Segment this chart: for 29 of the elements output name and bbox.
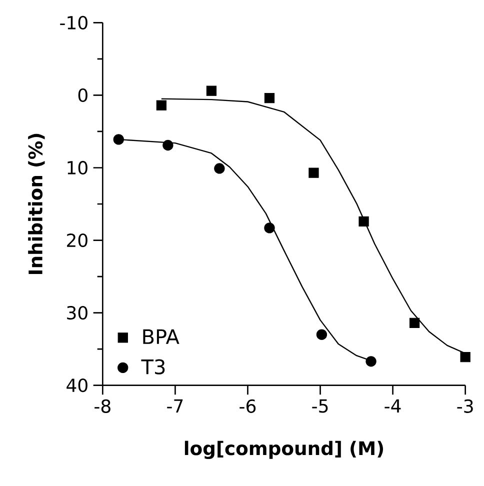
point bbox=[113, 134, 124, 145]
x-tick-label: -4 bbox=[384, 399, 401, 413]
x-tick-label: -5 bbox=[312, 399, 328, 413]
x-axis-title: log[compound] (M) bbox=[184, 440, 384, 460]
x-tick-label: -8 bbox=[94, 399, 110, 413]
y-tick-label: -10 bbox=[60, 16, 88, 30]
y-tick-label: 0 bbox=[78, 88, 88, 102]
point bbox=[308, 168, 319, 178]
point bbox=[264, 93, 275, 104]
point bbox=[358, 216, 369, 226]
y-tick-label: 10 bbox=[68, 160, 88, 175]
point bbox=[162, 140, 174, 151]
legend-label: BPA bbox=[143, 329, 180, 344]
point bbox=[214, 163, 225, 174]
y-tick-label: 40 bbox=[66, 378, 88, 392]
y-axis-title: Inhibition (%) bbox=[28, 134, 45, 274]
point bbox=[264, 222, 275, 234]
point bbox=[206, 86, 217, 96]
point bbox=[156, 100, 166, 110]
x-tick-label: -7 bbox=[167, 399, 183, 413]
point bbox=[316, 329, 328, 340]
y-tick-label: 20 bbox=[67, 233, 88, 248]
y-tick-label: 30 bbox=[67, 306, 88, 320]
point bbox=[460, 352, 470, 362]
point bbox=[409, 318, 420, 328]
x-tick-label: -3 bbox=[457, 399, 473, 413]
x-tick-label: -6 bbox=[240, 399, 256, 413]
point bbox=[366, 356, 376, 367]
legend-label: T3 bbox=[141, 359, 165, 374]
